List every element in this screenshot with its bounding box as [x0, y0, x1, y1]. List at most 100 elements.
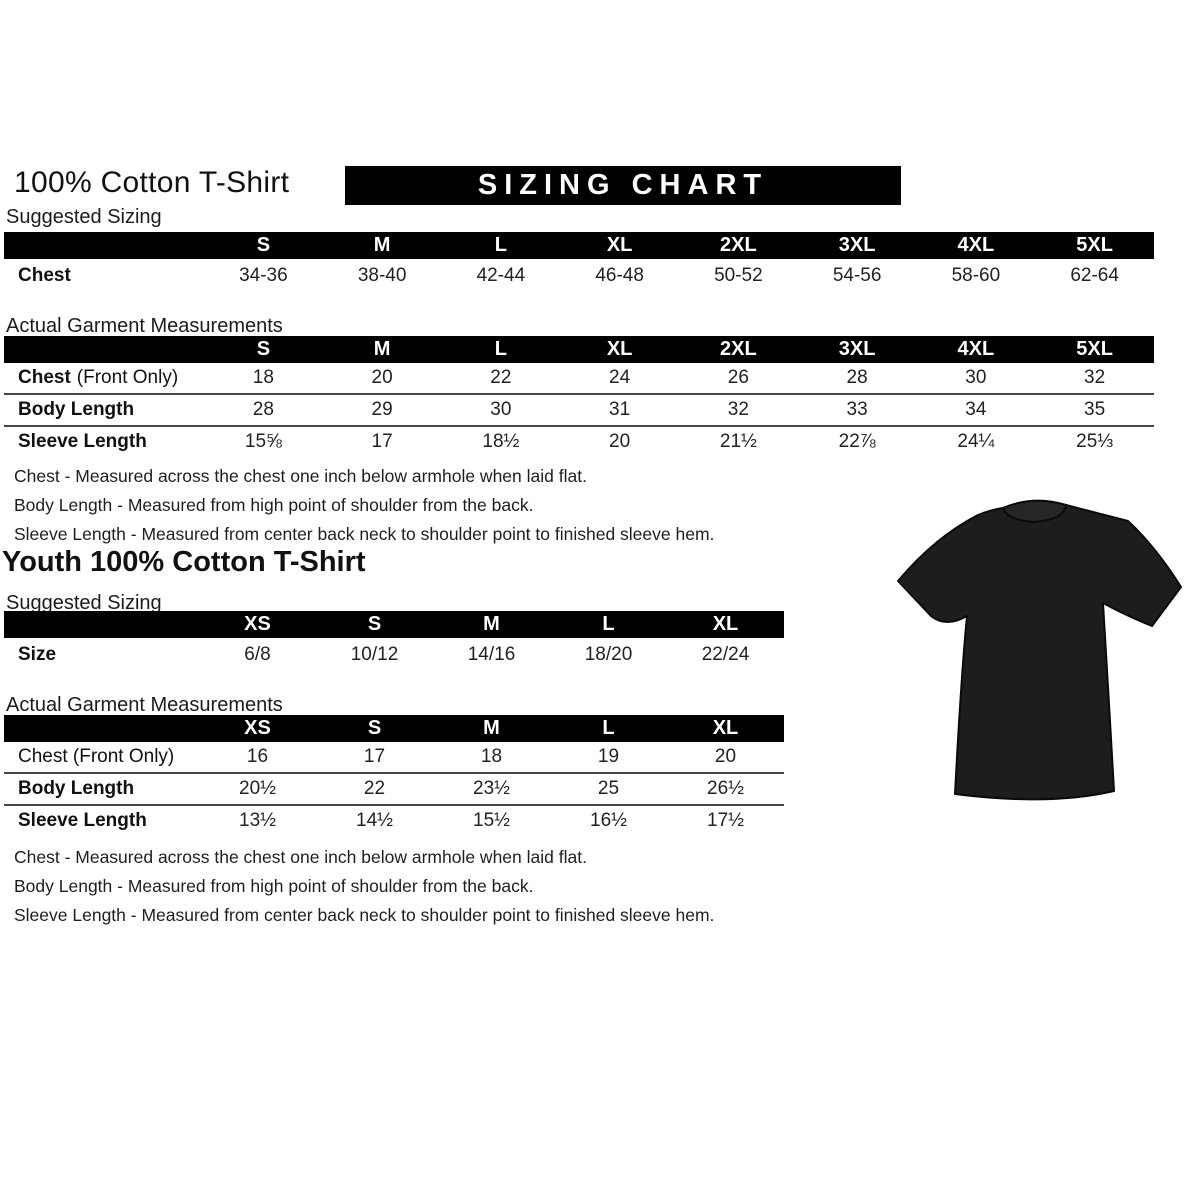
size-header-cell: 3XL	[838, 234, 876, 256]
value-cell: 17	[371, 431, 393, 452]
adult-suggested-label: Suggested Sizing	[6, 206, 162, 228]
chest-front-only-row: Chest (Front Only) 18 20 22 24 26 28 30 …	[4, 363, 1154, 393]
value-cell: 17½	[707, 810, 744, 831]
value-cell: 26	[727, 367, 749, 388]
size-header-cell: XS	[244, 613, 271, 635]
chest-note: Chest - Measured across the chest one in…	[14, 847, 587, 867]
value-cell: 18	[252, 367, 274, 388]
value-cell: 22⅞	[838, 431, 876, 452]
value-cell: 6/8	[244, 643, 271, 665]
sleeve-length-note: Sleeve Length - Measured from center bac…	[14, 905, 715, 925]
value-cell: 13½	[239, 810, 276, 831]
size-header-cell: 2XL	[720, 234, 757, 256]
value-cell: 30	[490, 399, 512, 420]
tshirt-icon	[897, 499, 1182, 801]
youth-notes: Chest - Measured across the chest one in…	[14, 843, 714, 930]
size-header-cell: XL	[606, 338, 633, 360]
value-cell: 20½	[239, 778, 276, 799]
value-cell: 24¼	[957, 431, 995, 452]
corner-cell	[4, 611, 199, 638]
value-cell: 32	[1084, 367, 1106, 388]
value-cell: 58-60	[951, 264, 1001, 286]
size-header-cell: M	[483, 613, 500, 635]
tshirt-body-shape	[897, 501, 1182, 801]
adult-suggested-table: S M L XL 2XL 3XL 4XL 5XL Chest 34-36 38-…	[4, 232, 1154, 292]
page-title: 100% Cotton T-Shirt	[14, 166, 290, 199]
body-length-note: Body Length - Measured from high point o…	[14, 876, 534, 896]
adult-suggested-header-row: S M L XL 2XL 3XL 4XL 5XL	[4, 232, 1154, 259]
row-label: Size	[18, 643, 57, 665]
row-label-main: Chest	[18, 367, 71, 388]
value-cell: 23½	[473, 778, 510, 799]
value-cell: 31	[609, 399, 631, 420]
size-header-cell: M	[373, 338, 391, 360]
value-cell: 20	[371, 367, 393, 388]
value-cell: 25⅓	[1076, 431, 1114, 452]
sleeve-length-row: Sleeve Length 15⅝ 17 18½ 20 21½ 22⅞ 24¼ …	[4, 425, 1154, 457]
value-cell: 18	[480, 746, 503, 767]
value-cell: 20	[609, 431, 631, 452]
size-header-cell: XS	[244, 717, 271, 739]
value-cell: 35	[1084, 399, 1106, 420]
size-header-cell: XL	[712, 717, 739, 739]
row-label: Sleeve Length	[18, 810, 147, 831]
value-cell: 32	[727, 399, 749, 420]
adult-actual-header-row: S M L XL 2XL 3XL 4XL 5XL	[4, 336, 1154, 363]
value-cell: 28	[252, 399, 274, 420]
size-header-cell: S	[256, 338, 271, 360]
size-header-cell: 4XL	[957, 234, 995, 256]
size-header-cell: M	[483, 717, 500, 739]
value-cell: 26½	[707, 778, 744, 799]
value-cell: 20	[714, 746, 737, 767]
value-cell: 25	[597, 778, 620, 799]
row-label: Chest (Front Only)	[4, 363, 204, 393]
value-cell: 50-52	[714, 264, 763, 286]
row-label: Sleeve Length	[18, 431, 147, 452]
value-cell: 38-40	[357, 264, 407, 286]
value-cell: 30	[965, 367, 987, 388]
row-label: Body Length	[18, 399, 135, 420]
size-header-cell: S	[367, 717, 382, 739]
value-cell: 34-36	[239, 264, 288, 286]
youth-suggested-table: XS S M L XL Size 6/8 10/12 14/16 18/20 2…	[4, 611, 784, 671]
size-header-cell: S	[367, 613, 382, 635]
corner-cell	[4, 715, 199, 742]
size-header-cell: S	[256, 234, 271, 256]
value-cell: 54-56	[832, 264, 882, 286]
size-header-cell: XL	[712, 613, 739, 635]
youth-suggested-label: Suggested Sizing	[6, 592, 162, 614]
size-header-cell: 5XL	[1076, 234, 1113, 256]
sleeve-length-row: Sleeve Length 13½ 14½ 15½ 16½ 17½	[4, 804, 784, 836]
size-header-cell: 4XL	[957, 338, 995, 360]
value-cell: 62-64	[1070, 264, 1119, 286]
size-header-cell: L	[494, 338, 507, 360]
value-cell: 22/24	[701, 643, 750, 665]
body-length-row: Body Length 28 29 30 31 32 33 34 35	[4, 393, 1154, 425]
row-label: Chest (Front Only)	[18, 746, 175, 767]
value-cell: 14½	[356, 810, 393, 831]
youth-actual-table: XS S M L XL Chest (Front Only) 16 17 18 …	[4, 715, 784, 836]
value-cell: 28	[846, 367, 868, 388]
body-length-row: Body Length 20½ 22 23½ 25 26½	[4, 772, 784, 804]
value-cell: 15⅝	[244, 431, 282, 452]
body-length-note: Body Length - Measured from high point o…	[14, 495, 534, 515]
value-cell: 16½	[590, 810, 627, 831]
row-label: Body Length	[18, 778, 135, 799]
sleeve-length-note: Sleeve Length - Measured from center bac…	[14, 524, 715, 544]
youth-title: Youth 100% Cotton T-Shirt	[2, 546, 366, 578]
row-label-suffix: (Front Only)	[76, 367, 179, 388]
value-cell: 29	[371, 399, 393, 420]
chest-row: Chest 34-36 38-40 42-44 46-48 50-52 54-5…	[4, 259, 1154, 292]
value-cell: 21½	[719, 431, 757, 452]
adult-actual-table: S M L XL 2XL 3XL 4XL 5XL Chest (Front On…	[4, 336, 1154, 457]
tshirt-collar-shape	[1001, 499, 1068, 524]
value-cell: 34	[965, 399, 987, 420]
size-header-cell: L	[602, 717, 615, 739]
size-header-cell: 5XL	[1076, 338, 1113, 360]
row-label: Chest	[18, 264, 71, 286]
value-cell: 18/20	[584, 643, 633, 665]
value-cell: 33	[846, 399, 868, 420]
value-cell: 19	[597, 746, 620, 767]
chest-front-only-row: Chest (Front Only) 16 17 18 19 20	[4, 742, 784, 772]
